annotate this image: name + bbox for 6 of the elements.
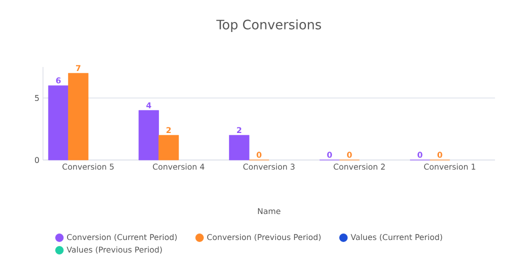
bar — [138, 110, 159, 160]
bar — [68, 73, 88, 160]
bar — [229, 135, 250, 160]
bar — [48, 85, 69, 160]
chart-title: Top Conversions — [216, 19, 322, 32]
bar — [158, 135, 179, 160]
